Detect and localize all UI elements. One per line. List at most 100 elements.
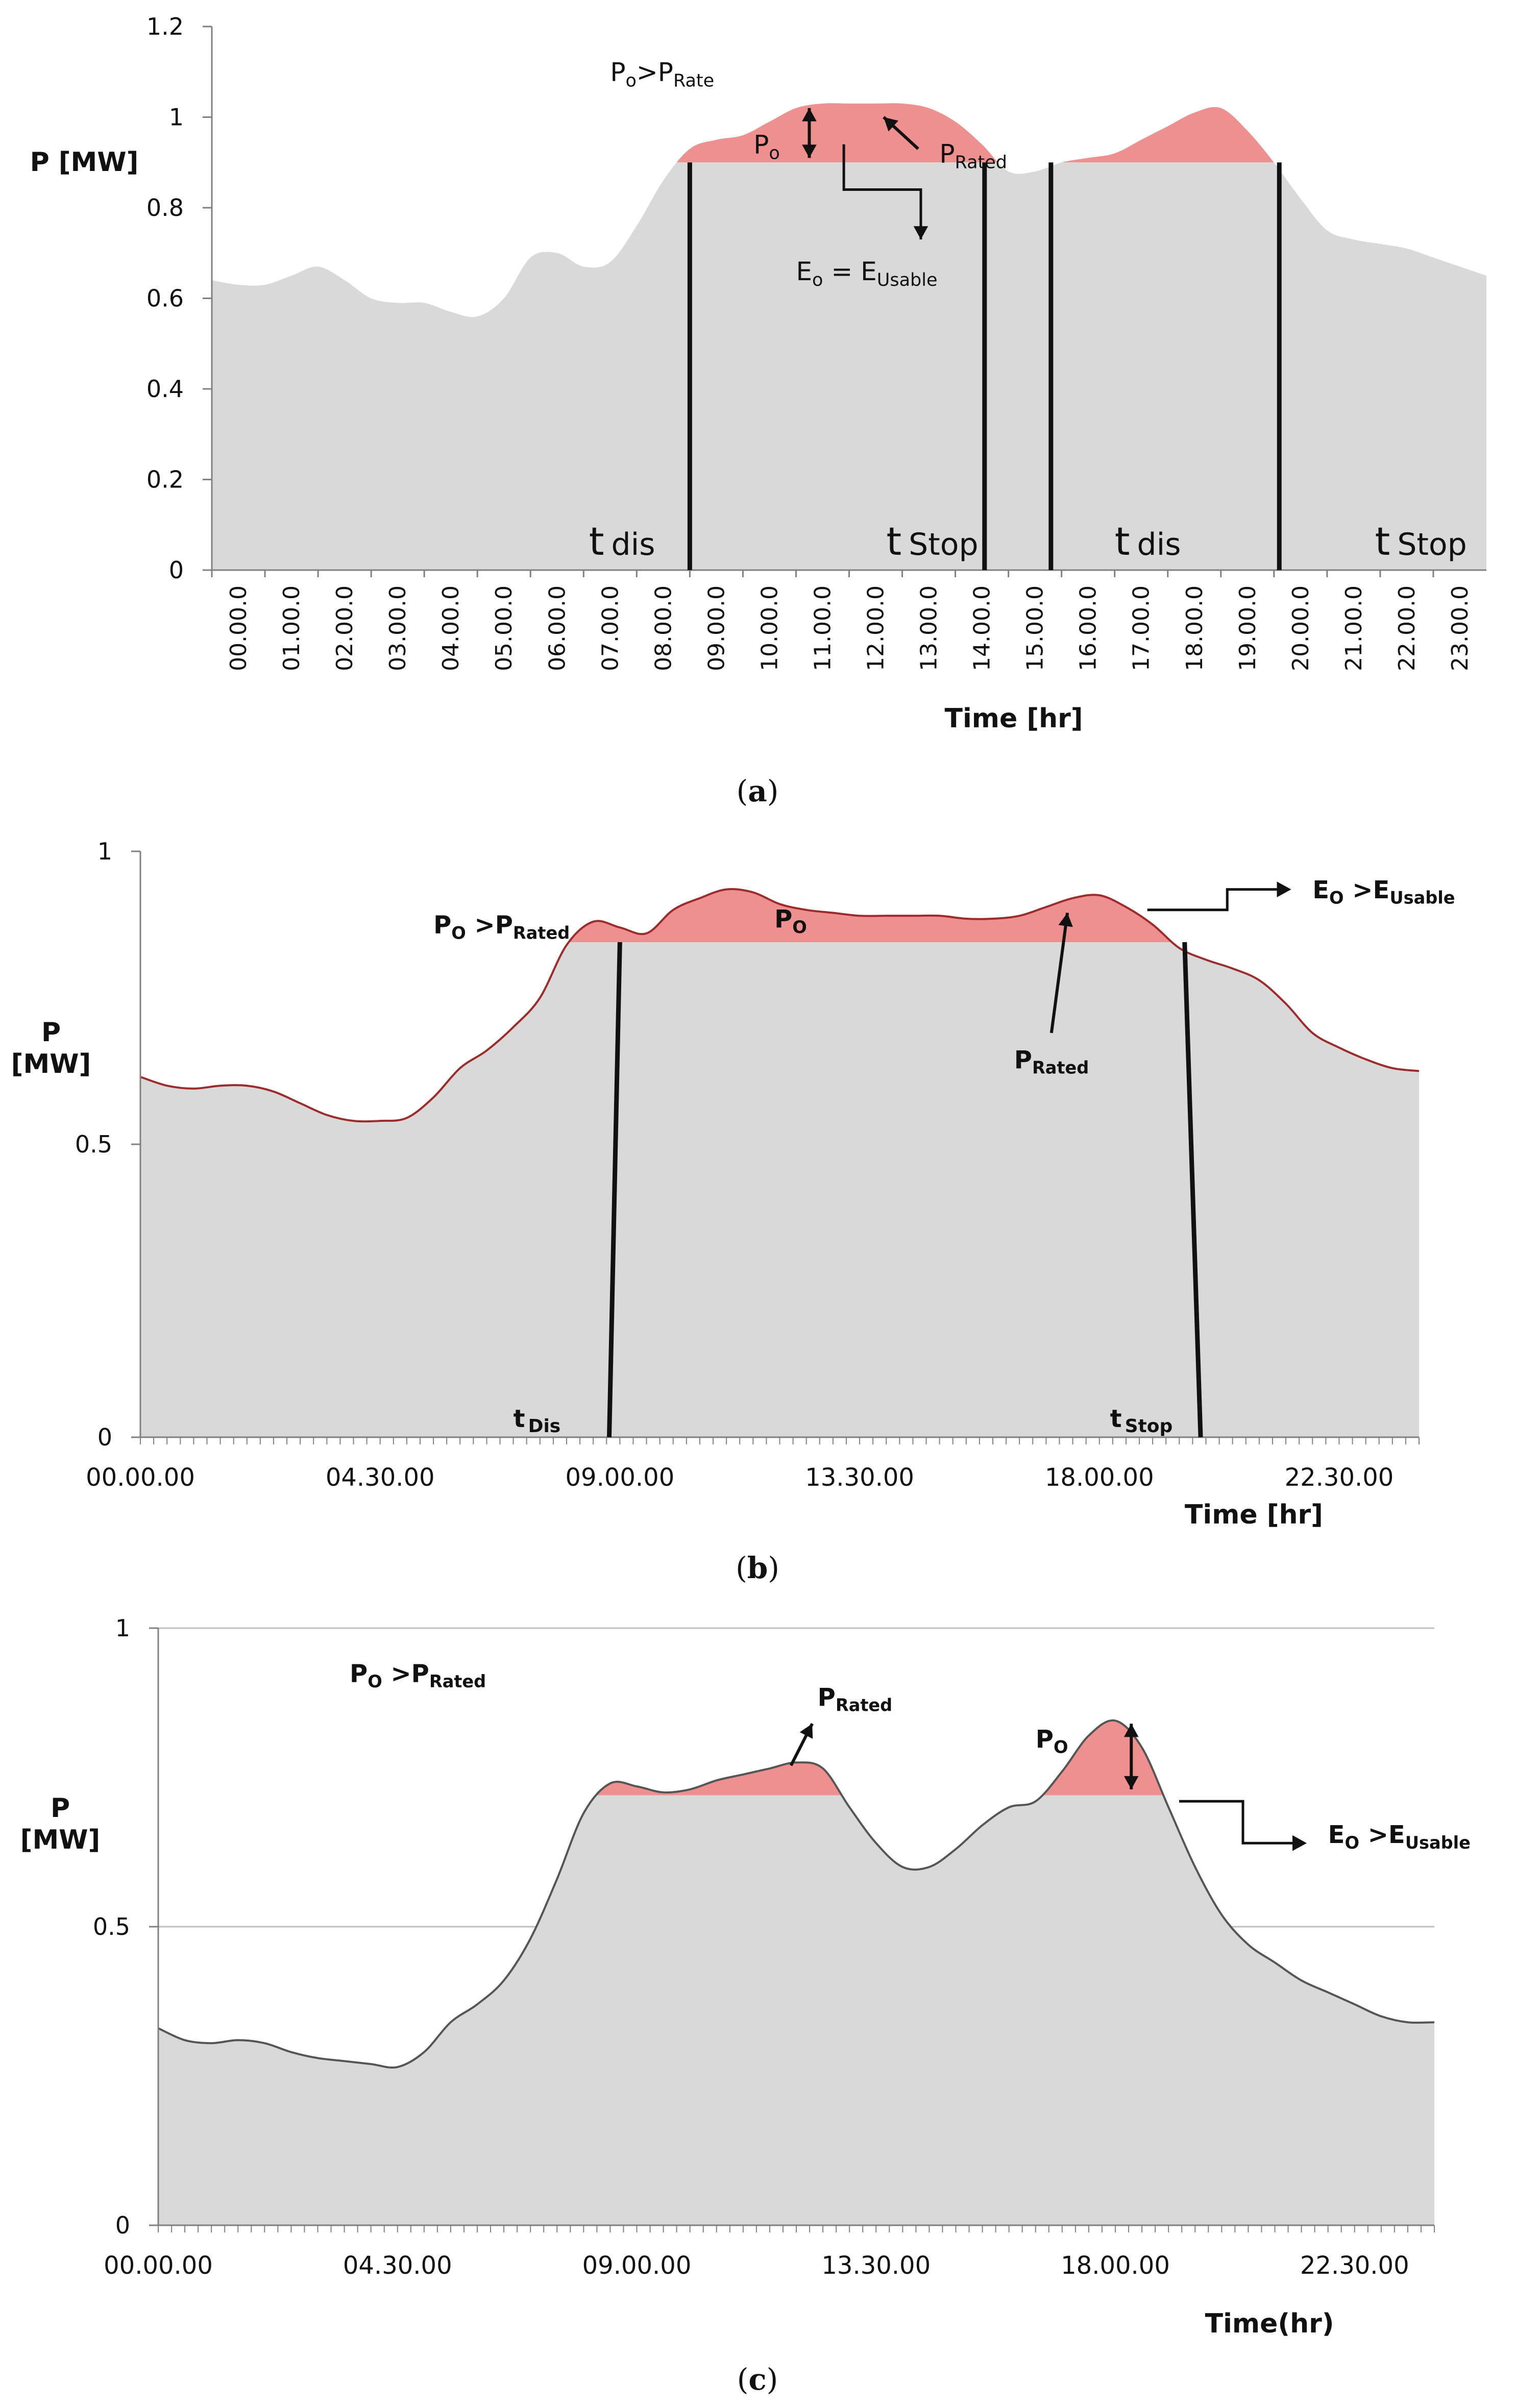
chart-b: 0 0.5 1 00.00.00 04.30.00 09.00.00 13.30.00 18.… xyxy=(11,838,1455,1530)
x-tick-label: 08.00.0 xyxy=(650,585,676,671)
x-tick-label: 09.00.0 xyxy=(703,585,729,671)
annotation-2: PRated​ xyxy=(1014,1046,1089,1078)
x-tick-label: 23.00.0 xyxy=(1447,585,1473,671)
x-tick-label: 07.00.0 xyxy=(597,585,623,671)
y-tick-label: 0.5 xyxy=(75,1131,112,1158)
x-tick-label: 14.00.0 xyxy=(969,585,995,671)
y-tick-label: 1 xyxy=(169,104,184,131)
y-tick-label: 0.4 xyxy=(146,375,184,403)
x-tick-label: 04.30.00 xyxy=(343,2251,452,2280)
y-axis-label: P [MW] xyxy=(20,1793,101,1855)
x-tick-label: 10.00.0 xyxy=(756,585,783,671)
y-tick-label: 1 xyxy=(115,1614,130,1642)
excess-area xyxy=(569,889,1172,942)
prated-arrow-head xyxy=(799,1724,813,1739)
x-tick-label: 04.30.00 xyxy=(326,1463,435,1492)
excess-area xyxy=(676,103,1274,163)
po-arrow-tail xyxy=(1123,1776,1139,1789)
x-tick-label: 03.00.0 xyxy=(385,585,411,671)
caption-b: (b) xyxy=(736,1551,779,1585)
annotation-2: PRated​ xyxy=(939,139,1007,173)
x-tick-label: 00.00.00 xyxy=(104,2251,213,2280)
y-tick-label: 0.6 xyxy=(146,285,184,312)
x-tick-label: 19.00.0 xyxy=(1235,585,1261,671)
x-tick-label: 04.00.0 xyxy=(438,585,464,671)
eo-arrow-head xyxy=(913,226,928,240)
x-tick-label: 21.00.0 xyxy=(1341,585,1367,671)
caption-c: (c) xyxy=(737,2362,778,2397)
x-tick-label: 13.00.0 xyxy=(916,585,942,671)
x-tick-label: 00.00.0 xyxy=(226,585,252,671)
annotation-0: PO​ >PRated​ xyxy=(433,911,570,943)
x-tick-label: 18.00.00 xyxy=(1061,2251,1170,2280)
po-arrow-tail xyxy=(802,144,817,158)
annotation-1: PO​ xyxy=(774,905,807,937)
marker-label: t Dis xyxy=(514,1405,561,1437)
y-tick-label: 0.8 xyxy=(146,194,184,222)
x-tick-label: 20.00.0 xyxy=(1288,585,1314,671)
annotation-1: PRated​ xyxy=(818,1683,893,1715)
x-tick-label: 13.30.00 xyxy=(821,2251,931,2280)
x-tick-label: 22.30.00 xyxy=(1285,1463,1394,1492)
load-curve xyxy=(158,1719,1435,2069)
y-tick-label: 1.2 xyxy=(146,13,184,40)
caption-a: (a) xyxy=(737,774,779,808)
prated-arrow xyxy=(1049,913,1069,1034)
x-axis-label: Time [hr] xyxy=(1185,1500,1323,1530)
annotation-0: Po​>PRate​ xyxy=(610,58,714,91)
annotation-0: PO​ >PRated​ xyxy=(350,1659,486,1691)
x-tick-label: 06.00.0 xyxy=(544,585,570,671)
y-tick-label: 1 xyxy=(97,838,112,865)
x-tick-label: 05.00.0 xyxy=(491,585,517,671)
x-tick-label: 09.00.00 xyxy=(582,2251,692,2280)
marker-line xyxy=(1182,942,1203,1438)
x-tick-label: 12.00.0 xyxy=(863,585,889,671)
eo-arrow-head xyxy=(1292,1835,1307,1851)
eo-arrow xyxy=(842,144,922,240)
x-tick-label: 22.30.00 xyxy=(1300,2251,1409,2280)
annotation-1: Po​ xyxy=(753,130,780,164)
x-tick-label: 17.00.0 xyxy=(1129,585,1155,671)
marker-label: t dis xyxy=(589,519,655,564)
load-area xyxy=(140,942,1419,1437)
prated-arrow-head xyxy=(884,117,898,132)
x-tick-label: 15.00.0 xyxy=(1022,585,1048,671)
y-tick-label: 0.2 xyxy=(146,466,184,494)
load-curve xyxy=(140,888,1420,1123)
annotation-3: EO​ >EUsable​ xyxy=(1312,876,1455,908)
x-tick-label: 11.00.0 xyxy=(810,585,836,671)
marker-label: t dis xyxy=(1115,519,1181,564)
x-tick-label: 09.00.00 xyxy=(566,1463,675,1492)
eo-arrow xyxy=(1179,1800,1297,1845)
x-tick-label: 16.00.0 xyxy=(1076,585,1102,671)
annotation-3: Eo​ = EUsable​ xyxy=(796,257,937,290)
x-axis-label: Time [hr] xyxy=(945,703,1083,734)
y-axis-label: P [MW] xyxy=(11,1017,91,1079)
marker-label: t Stop xyxy=(1110,1405,1173,1437)
load-area xyxy=(158,1795,1434,2225)
eo-arrow xyxy=(1147,888,1281,912)
x-tick-label: 01.00.0 xyxy=(279,585,305,671)
marker-line xyxy=(607,942,622,1438)
x-tick-label: 13.30.00 xyxy=(805,1463,914,1492)
y-axis-label: P [MW] xyxy=(30,147,139,178)
chart-c: 0 0.5 1 00.00.00 04.30.00 09.00.00 13.30.00 18.… xyxy=(20,1614,1471,2339)
x-tick-label: 02.00.0 xyxy=(332,585,358,671)
y-tick-label: 0 xyxy=(97,1423,112,1451)
marker-label: t Stop xyxy=(1375,519,1467,564)
chart-a: 0 0.2 0.4 0.6 0.8 1 1.2 00.00.0 01.00.0 02.00.0 03… xyxy=(30,13,1486,734)
x-tick-label: 18.00.00 xyxy=(1045,1463,1154,1492)
y-tick-label: 0.5 xyxy=(93,1913,130,1940)
load-area xyxy=(212,162,1486,570)
annotation-3: EO​ >EUsable​ xyxy=(1328,1821,1471,1853)
prated-arrow-head xyxy=(1058,913,1073,927)
marker-label: t Stop xyxy=(886,519,978,564)
po-arrow-head xyxy=(1123,1724,1139,1737)
x-tick-label: 18.00.0 xyxy=(1182,585,1208,671)
eo-arrow-head xyxy=(1277,881,1291,898)
x-tick-label: 22.00.0 xyxy=(1394,585,1420,671)
y-tick-label: 0 xyxy=(115,2212,130,2239)
x-axis-label: Time(hr) xyxy=(1205,2308,1334,2339)
x-tick-label: 00.00.00 xyxy=(86,1463,195,1492)
